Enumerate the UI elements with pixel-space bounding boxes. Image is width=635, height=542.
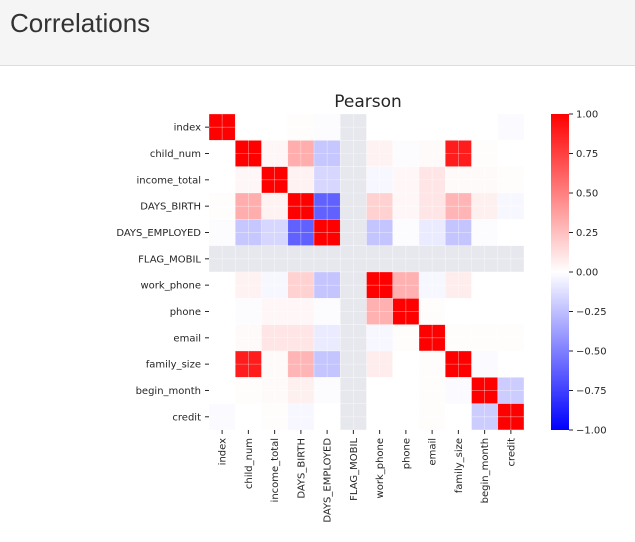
column-label-credit: credit <box>506 438 517 467</box>
column-label-FLAG_MOBIL: FLAG_MOBIL <box>349 438 360 501</box>
colorbar-tick-label: −0.50 <box>576 347 607 358</box>
colorbar-tick-label: 0.00 <box>576 268 598 279</box>
colorbar <box>551 114 569 430</box>
row-label-work_phone: work_phone <box>141 281 202 292</box>
colorbar-tick-label: 1.00 <box>576 110 598 121</box>
correlation-heatmap: Pearson index child_num income_total DAYS_B… <box>116 92 607 523</box>
heatmap-cells <box>208 113 525 431</box>
colorbar-tick-label: 0.75 <box>576 149 598 160</box>
column-label-DAYS_BIRTH: DAYS_BIRTH <box>296 438 307 499</box>
column-label-child_num: child_num <box>244 438 255 489</box>
row-label-email: email <box>173 333 201 344</box>
column-label-email: email <box>428 438 439 466</box>
row-label-family_size: family_size <box>146 360 201 371</box>
colorbar-tick-label: 0.50 <box>576 189 598 200</box>
colorbar-tick-label: −0.25 <box>576 307 607 318</box>
colorbar-tick-label: −0.75 <box>576 386 607 397</box>
column-label-begin_month: begin_month <box>480 438 491 503</box>
column-labels: index child_num income_total DAYS_BIRTH DAYS… <box>218 429 517 523</box>
row-label-DAYS_EMPLOYED: DAYS_EMPLOYED <box>116 228 201 239</box>
row-label-child_num: child_num <box>150 149 201 160</box>
column-label-DAYS_EMPLOYED: DAYS_EMPLOYED <box>323 438 334 523</box>
colorbar-tick-label: −1.00 <box>576 426 607 437</box>
chart-title: Pearson <box>334 92 402 112</box>
row-labels: index child_num income_total DAYS_BIRTH DAYS… <box>116 123 209 423</box>
column-label-income_total: income_total <box>270 438 281 503</box>
row-label-income_total: income_total <box>137 175 202 186</box>
column-label-family_size: family_size <box>454 438 465 493</box>
row-label-index: index <box>174 123 201 134</box>
column-label-index: index <box>218 438 229 465</box>
row-label-DAYS_BIRTH: DAYS_BIRTH <box>140 202 201 213</box>
page-header: Correlations <box>0 0 635 66</box>
row-label-begin_month: begin_month <box>136 386 201 397</box>
page-title: Correlations <box>10 8 151 38</box>
row-label-credit: credit <box>172 412 201 423</box>
column-label-work_phone: work_phone <box>375 438 386 499</box>
row-label-phone: phone <box>170 307 201 318</box>
column-label-phone: phone <box>401 438 412 469</box>
colorbar-ticks: 1.00 0.75 0.50 0.25 0.00 −0.25 −0.50 −0.75 −1.00 <box>569 110 607 437</box>
colorbar-gradient <box>551 114 569 430</box>
row-label-FLAG_MOBIL: FLAG_MOBIL <box>138 254 201 265</box>
colorbar-tick-label: 0.25 <box>576 228 598 239</box>
